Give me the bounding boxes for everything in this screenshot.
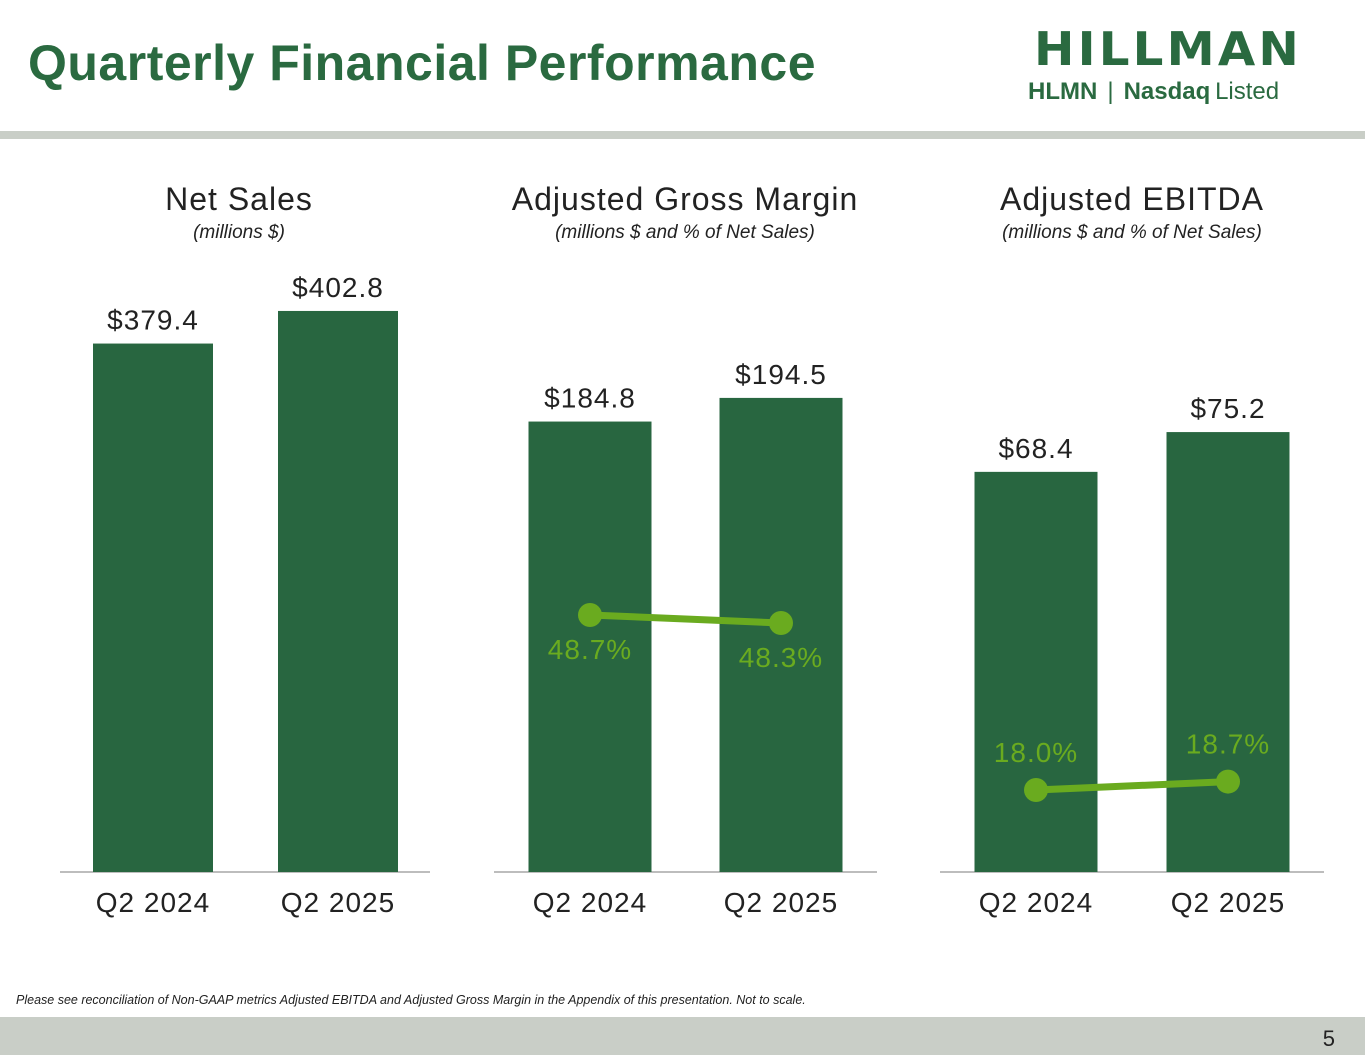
logo-separator: | bbox=[1107, 78, 1114, 105]
page-number: 5 bbox=[1322, 1026, 1335, 1051]
gross-margin-value-label-1: $184.8 bbox=[544, 383, 636, 414]
net-sales-title: Net Sales bbox=[165, 181, 313, 217]
gross-margin-tick-label-2: Q2 2025 bbox=[724, 887, 838, 918]
ebitda-pct-label-1: 18.0% bbox=[994, 737, 1078, 768]
ebitda-subtitle: (millions $ and % of Net Sales) bbox=[1002, 222, 1262, 243]
logo-listing: HLMN | Nasdaq Listed bbox=[1028, 78, 1279, 106]
footnote: Please see reconciliation of Non-GAAP me… bbox=[16, 993, 806, 1007]
gross-margin-subtitle: (millions $ and % of Net Sales) bbox=[555, 222, 815, 243]
gross-margin-pct-line bbox=[586, 611, 785, 627]
gross-margin-pct-label-2: 48.3% bbox=[739, 642, 823, 673]
net-sales-bar-1 bbox=[93, 343, 213, 872]
ebitda-title: Adjusted EBITDA bbox=[1000, 181, 1264, 217]
net-sales-tick-label-2: Q2 2025 bbox=[281, 887, 395, 918]
net-sales-value-label-1: $379.4 bbox=[107, 305, 199, 336]
ebitda-tick-label-2: Q2 2025 bbox=[1171, 887, 1285, 918]
ebitda-pct-label-2: 18.7% bbox=[1186, 729, 1270, 760]
gross-margin-tick-label-1: Q2 2024 bbox=[533, 887, 647, 918]
ebitda-bar-1 bbox=[974, 471, 1098, 872]
logo-wordmark: HILLMAN bbox=[1034, 22, 1302, 76]
gross-margin-value-label-2: $194.5 bbox=[735, 359, 827, 390]
gross-margin-pct-point-2 bbox=[769, 611, 793, 635]
ebitda-pct-point-1 bbox=[1024, 778, 1048, 802]
ebitda-pct-line bbox=[1032, 778, 1232, 794]
ebitda-bar-2 bbox=[1166, 432, 1290, 872]
logo-ticker: HLMN bbox=[1028, 78, 1098, 105]
ebitda-value-label-2: $75.2 bbox=[1190, 393, 1265, 424]
gross-margin-pct-label-1: 48.7% bbox=[548, 634, 632, 665]
net-sales-tick-label-1: Q2 2024 bbox=[96, 887, 210, 918]
hillman-logo: HILLMAN HLMN | Nasdaq Listed bbox=[988, 26, 1348, 106]
footer-bar bbox=[0, 1017, 1365, 1055]
ebitda-pct-point-2 bbox=[1216, 769, 1240, 794]
logo-exchange: Nasdaq bbox=[1123, 78, 1211, 105]
gross-margin-title: Adjusted Gross Margin bbox=[511, 181, 859, 217]
ebitda-tick-label-1: Q2 2024 bbox=[979, 887, 1093, 918]
logo-listed: Listed bbox=[1215, 78, 1280, 105]
header-divider bbox=[0, 131, 1365, 139]
gross-margin-bar-1 bbox=[528, 421, 652, 872]
net-sales-subtitle: (millions $) bbox=[193, 222, 285, 243]
ebitda-value-label-1: $68.4 bbox=[998, 433, 1073, 464]
page-title: Quarterly Financial Performance bbox=[28, 35, 817, 91]
net-sales-value-label-2: $402.8 bbox=[292, 272, 384, 303]
gross-margin-pct-point-1 bbox=[578, 603, 602, 627]
net-sales-bar-2 bbox=[278, 310, 398, 872]
